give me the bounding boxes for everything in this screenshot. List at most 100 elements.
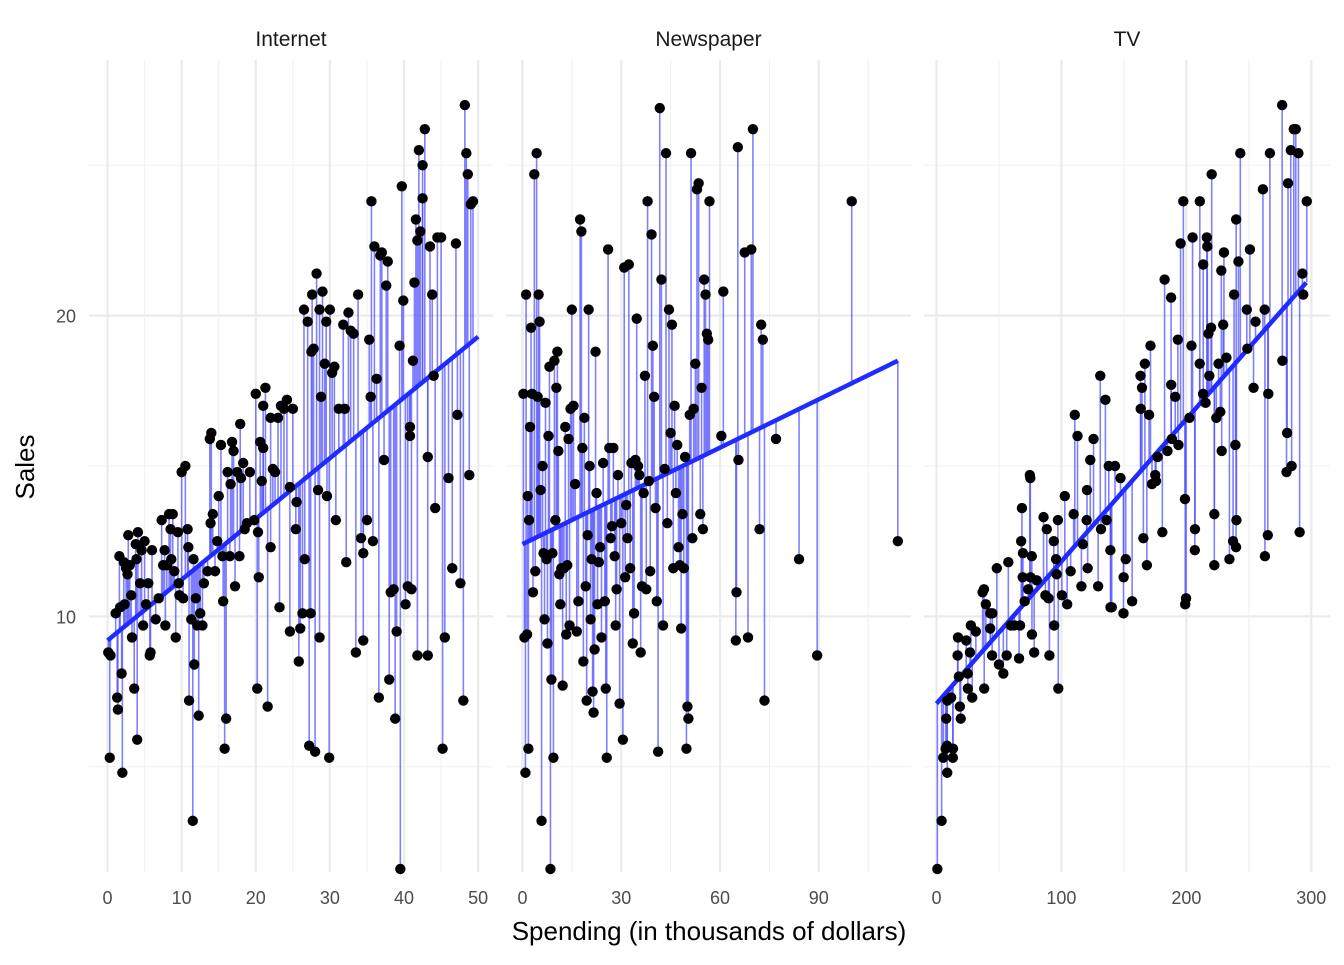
newspaper-data-point [571, 626, 582, 637]
internet-data-point [413, 145, 425, 156]
internet-data-point [435, 232, 447, 243]
internet-data-point [378, 454, 390, 466]
tv-data-point [1056, 590, 1068, 601]
newspaper-data-point [573, 596, 584, 607]
newspaper-data-point [612, 469, 624, 481]
tv-data-point [1095, 370, 1106, 381]
tv-data-point [1250, 316, 1261, 327]
newspaper-data-point [522, 490, 533, 502]
newspaper-data-point [540, 397, 551, 409]
tv-data-point [1189, 523, 1201, 535]
internet-panel-title: Internet [255, 28, 326, 51]
points-layer [103, 99, 1312, 875]
internet-data-point [189, 659, 200, 670]
tv-data-point [1216, 445, 1227, 457]
internet-data-point [169, 566, 180, 577]
newspaper-data-point [568, 400, 579, 412]
internet-data-point [132, 526, 144, 538]
newspaper-data-point [560, 421, 571, 433]
newspaper-data-point [654, 102, 665, 114]
newspaper-data-point [552, 346, 563, 357]
tv-data-point [1015, 535, 1027, 547]
internet-data-point [213, 490, 224, 502]
internet-data-point [358, 635, 369, 646]
tv-data-point [1138, 532, 1149, 544]
internet-data-point [452, 409, 463, 421]
tv-data-point [1017, 548, 1029, 559]
newspaper-data-point [536, 815, 547, 827]
newspaper-data-point [695, 508, 706, 520]
tv-data-point [1139, 358, 1151, 369]
tv-data-point [1118, 572, 1129, 583]
tv-data-point [1209, 508, 1220, 520]
newspaper-data-point [652, 746, 664, 757]
newspaper-data-point [666, 319, 678, 330]
tv-data-point [998, 668, 1009, 679]
newspaper-data-point [550, 514, 561, 526]
internet-data-point [172, 526, 184, 538]
tv-data-point [1230, 214, 1242, 225]
tv-data-point [1301, 196, 1312, 207]
internet-data-point [398, 295, 409, 306]
newspaper-data-point [566, 304, 578, 315]
internet-data-point [305, 608, 316, 619]
internet-data-point [136, 545, 147, 556]
newspaper-data-point [521, 629, 533, 640]
internet-data-point [131, 554, 142, 565]
newspaper-data-point [546, 674, 557, 685]
tv-data-point [1194, 196, 1206, 207]
newspaper-data-point [681, 743, 692, 754]
newspaper-data-point [605, 532, 616, 544]
newspaper-data-point [647, 340, 659, 351]
internet-data-point [183, 542, 194, 553]
newspaper-data-point [523, 514, 535, 526]
newspaper-data-point [648, 391, 660, 403]
tv-data-point [1118, 608, 1129, 619]
newspaper-data-point [670, 487, 682, 499]
newspaper-data-point [549, 355, 560, 366]
tv-data-point [1175, 238, 1186, 249]
internet-data-point [111, 692, 123, 703]
internet-data-point [116, 668, 127, 679]
internet-data-point [217, 596, 229, 607]
tv-data-point [1241, 304, 1253, 315]
internet-data-point [297, 608, 308, 619]
internet-data-point [443, 472, 454, 484]
tv-data-point [1294, 526, 1305, 538]
internet-data-point [119, 599, 130, 610]
newspaper-data-point [811, 650, 823, 661]
newspaper-data-point [576, 226, 587, 237]
internet-data-point [324, 304, 336, 315]
tv-data-point [1022, 584, 1034, 595]
internet-data-point [412, 235, 423, 246]
newspaper-data-point [733, 454, 744, 466]
tv-data-point [1162, 445, 1173, 457]
internet-data-point [410, 214, 422, 225]
internet-data-point [311, 268, 322, 279]
tv-data-point [1216, 265, 1227, 276]
tv-data-point [1088, 433, 1099, 445]
internet-data-point [348, 328, 359, 339]
newspaper-data-point [646, 229, 657, 240]
newspaper-data-point [574, 214, 586, 225]
newspaper-data-point [732, 142, 744, 153]
newspaper-data-point [569, 478, 581, 490]
tv-data-point [1031, 575, 1042, 586]
tv-data-point [941, 713, 952, 724]
internet-data-point [339, 403, 350, 415]
internet-x-tick-label: 50 [468, 888, 488, 908]
newspaper-data-point [675, 623, 687, 634]
tv-data-point [978, 584, 990, 595]
internet-data-point [140, 599, 152, 610]
internet-data-point [323, 752, 335, 763]
tv-x-tick-label: 0 [931, 888, 941, 908]
tv-data-point [1115, 472, 1126, 484]
internet-data-point [183, 695, 195, 706]
tv-data-point [1264, 148, 1276, 159]
newspaper-data-point [601, 752, 612, 763]
newspaper-data-point [650, 502, 661, 514]
internet-data-point [137, 620, 149, 631]
tv-data-point [1159, 274, 1170, 285]
y-tick-label: 10 [56, 607, 76, 627]
newspaper-data-point [631, 313, 642, 324]
